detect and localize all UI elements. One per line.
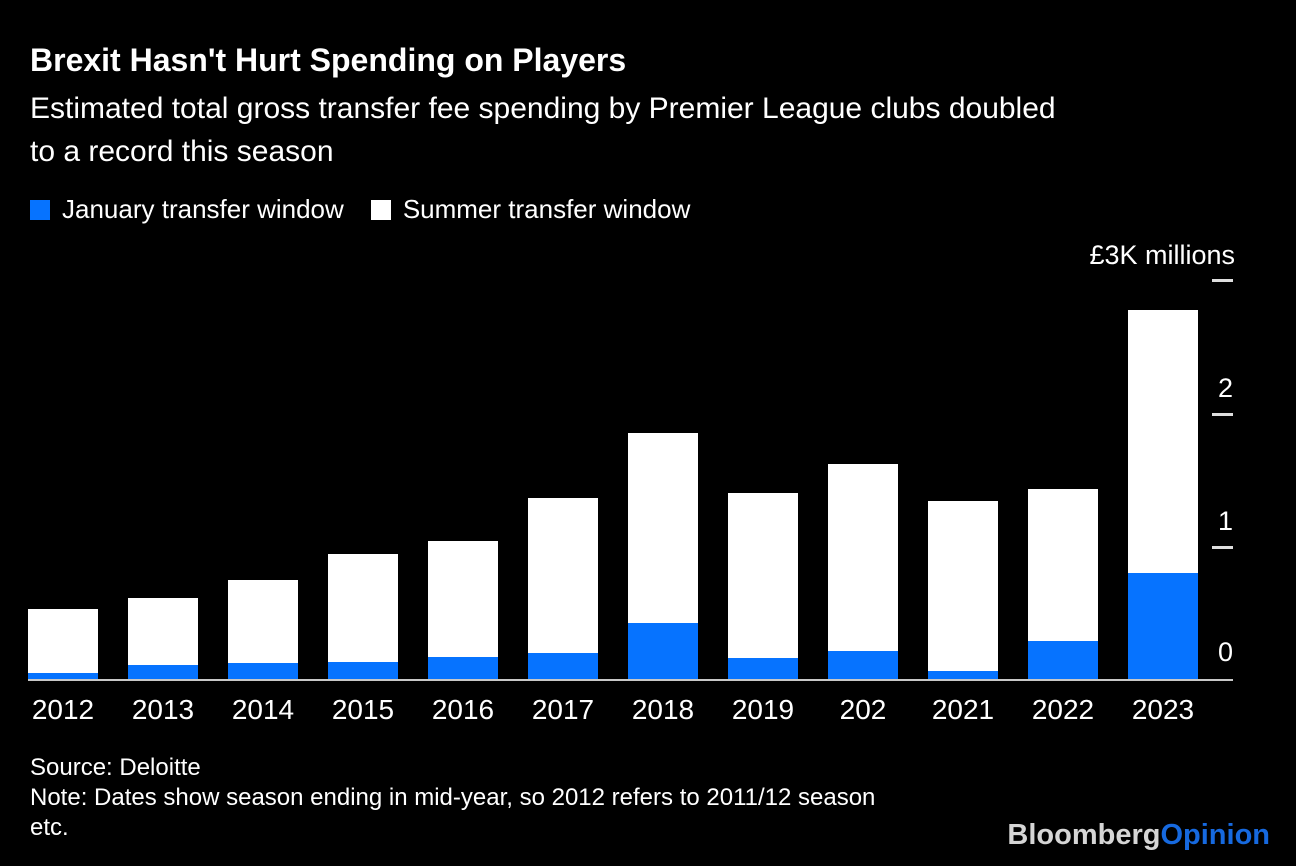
bar-2022-summer-segment — [1028, 489, 1098, 641]
bar-2023-january-segment — [1128, 572, 1198, 681]
bar-2022 — [1028, 489, 1098, 681]
y-tick-label-1000: 1 — [1217, 506, 1233, 536]
legend-item-summer: Summer transfer window — [370, 194, 691, 225]
x-tick-label-2022: 2022 — [1031, 694, 1095, 725]
bar-2015-january-segment — [328, 662, 398, 681]
chart-subtitle-line-2: to a record this season — [30, 135, 334, 168]
bar-2019-summer-segment — [728, 493, 798, 659]
bar-2012 — [28, 609, 98, 681]
bar-2021-january-segment — [928, 671, 998, 681]
y-axis-unit-label: £3K millions — [1089, 240, 1235, 270]
x-tick-label-2021: 2021 — [931, 694, 995, 725]
y-tick-label-2000: 2 — [1217, 373, 1233, 403]
bar-2019 — [728, 493, 798, 681]
bar-2019-january-segment — [728, 658, 798, 681]
x-tick-label-2014: 2014 — [231, 694, 295, 725]
y-tick-mark-3000 — [1212, 279, 1233, 282]
bar-2016-summer-segment — [428, 541, 498, 657]
bar-2020 — [828, 463, 898, 681]
bar-2016-january-segment — [428, 657, 498, 681]
bar-2014-january-segment — [228, 662, 298, 681]
legend-label-january: January transfer window — [62, 194, 344, 224]
bar-2017-summer-segment — [528, 498, 598, 653]
chart-title: Brexit Hasn't Hurt Spending on Players — [30, 42, 627, 78]
bar-2021-summer-segment — [928, 501, 998, 671]
legend-item-january: January transfer window — [30, 194, 344, 225]
source-line: Source: Deloitte — [30, 754, 201, 781]
chart-footer: Source: Deloitte Note: Dates show season… — [30, 753, 875, 843]
y-tick-mark-1000 — [1212, 546, 1233, 549]
bar-2015-summer-segment — [328, 554, 398, 663]
bar-2013-january-segment — [128, 664, 198, 681]
january-swatch-icon — [30, 199, 50, 220]
bar-2023-summer-segment — [1128, 310, 1198, 573]
bar-2017 — [528, 498, 598, 681]
bar-2013-summer-segment — [128, 598, 198, 665]
x-tick-label-2017: 2017 — [531, 694, 595, 725]
bar-2023 — [1128, 310, 1198, 681]
bar-2015 — [328, 554, 398, 681]
summer-swatch-icon — [370, 199, 391, 220]
bar-2012-january-segment — [28, 673, 98, 681]
bloomberg-opinion-logo: BloombergOpinion — [1007, 819, 1270, 852]
bar-2022-january-segment — [1028, 641, 1098, 681]
note-line-1: Note: Dates show season ending in mid-ye… — [30, 784, 876, 811]
bar-2018-january-segment — [628, 623, 698, 681]
bar-2014 — [228, 579, 298, 681]
x-tick-label-2023: 2023 — [1131, 694, 1195, 725]
y-tick-mark-2000 — [1212, 413, 1233, 416]
bar-2017-january-segment — [528, 652, 598, 681]
x-tick-label-2018: 2018 — [631, 694, 695, 725]
logo-bloomberg: Bloomberg — [1007, 819, 1161, 851]
bar-2021 — [928, 501, 998, 681]
logo-opinion: Opinion — [1160, 819, 1270, 851]
bar-2020-january-segment — [828, 650, 898, 681]
x-tick-label-2019: 2019 — [731, 694, 795, 725]
x-tick-label-2016: 2016 — [431, 694, 495, 725]
bar-2020-summer-segment — [828, 463, 898, 651]
x-tick-label-2020: 202 — [839, 694, 887, 725]
legend-label-summer: Summer transfer window — [402, 194, 691, 224]
bar-2016 — [428, 541, 498, 681]
chart-subtitle: Estimated total gross transfer fee spend… — [30, 87, 1275, 173]
x-axis-line — [28, 679, 1233, 681]
bar-2013 — [128, 598, 198, 681]
bar-2018 — [628, 433, 698, 681]
note-line-2: etc. — [30, 814, 69, 841]
chart-legend: January transfer window Summer transfer … — [30, 194, 690, 225]
y-tick-label-0: 0 — [1217, 637, 1233, 667]
bar-2018-summer-segment — [628, 433, 698, 623]
chart-subtitle-line-1: Estimated total gross transfer fee spend… — [30, 92, 1056, 125]
bar-2014-summer-segment — [228, 579, 298, 663]
x-tick-label-2013: 2013 — [131, 694, 195, 725]
x-tick-label-2015: 2015 — [331, 694, 395, 725]
bar-2012-summer-segment — [28, 609, 98, 673]
x-tick-label-2012: 2012 — [31, 694, 95, 725]
